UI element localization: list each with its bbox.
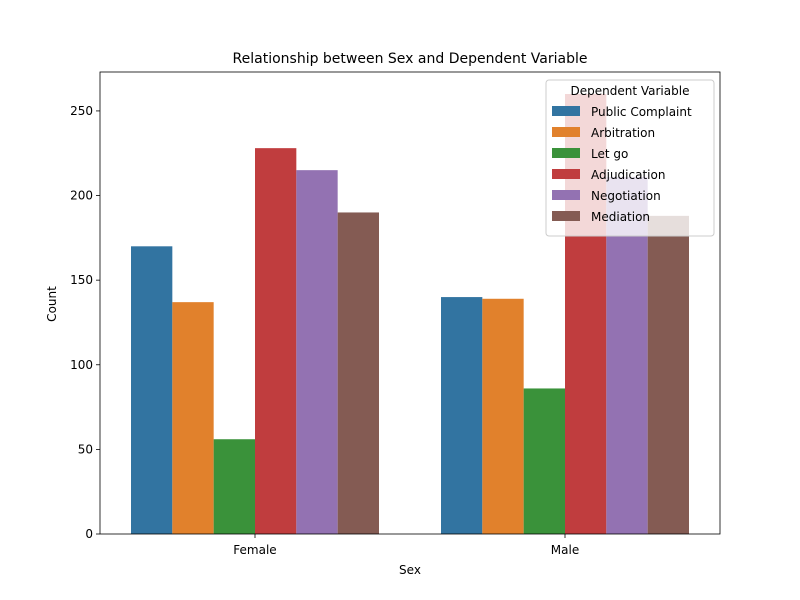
chart-title: Relationship between Sex and Dependent V…	[233, 51, 588, 67]
legend-label: Arbitration	[591, 126, 655, 140]
y-tick-label: 250	[70, 104, 93, 118]
legend: Dependent Variable Public Complaint Arbitr…	[545, 79, 715, 237]
y-tick-label: 0	[85, 527, 93, 541]
y-tick-label: 150	[70, 273, 93, 287]
legend-box	[545, 79, 715, 237]
plot-frame	[99, 71, 721, 535]
legend-label: Mediation	[591, 210, 650, 224]
y-tick-label: 200	[70, 189, 93, 203]
legend-swatch	[552, 190, 580, 200]
y-tick-label: 100	[70, 358, 93, 372]
bars-group	[131, 94, 689, 535]
legend-swatch	[552, 127, 580, 137]
legend-swatch	[552, 148, 580, 158]
legend-swatch	[552, 169, 580, 179]
y-tick-label: 50	[78, 442, 93, 456]
bar-let-go-female	[213, 439, 255, 534]
legend-label: Let go	[591, 147, 628, 161]
legend-swatch	[552, 106, 580, 116]
bar-mediation-female	[337, 212, 379, 534]
x-axis-title: Sex	[399, 563, 421, 577]
bar-negotiation-female	[296, 170, 338, 534]
legend-label: Negotiation	[591, 189, 661, 203]
x-tick-label: Female	[233, 543, 276, 557]
legend-label: Adjudication	[591, 168, 665, 182]
bar-adjudication-female	[255, 148, 297, 534]
legend-swatch	[552, 211, 580, 221]
legend-label: Public Complaint	[591, 105, 692, 119]
y-axis-title: Count	[45, 286, 59, 322]
bar-arbitration-male	[482, 298, 524, 534]
axes-group: 0 50 100 150 200 250 Female Male	[70, 71, 721, 557]
bar-public-complaint-female	[131, 246, 173, 535]
bar-public-complaint-male	[441, 297, 483, 534]
bar-mediation-male	[647, 215, 689, 534]
bar-arbitration-female	[172, 302, 214, 534]
bar-let-go-male	[523, 388, 565, 534]
legend-title: Dependent Variable	[571, 84, 690, 98]
x-tick-label: Male	[551, 543, 579, 557]
